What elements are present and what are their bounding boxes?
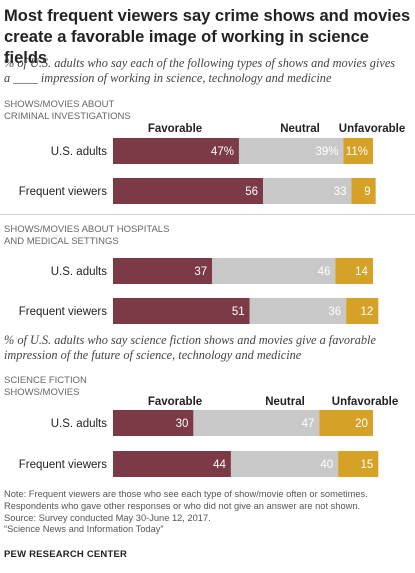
data-label-unfavorable: 9: [364, 186, 370, 198]
section-label-medical: SHOWS/MOVIES ABOUT HOSPITALS AND MEDICAL…: [4, 224, 170, 247]
row-label: Frequent viewers: [19, 306, 107, 318]
section-label-scifi: SCIENCE FICTION SHOWS/MOVIES: [4, 375, 87, 398]
bar-segment-neutral: [249, 298, 347, 324]
bar-segment-favorable: [113, 298, 250, 324]
data-label-favorable: 51: [232, 306, 245, 318]
legend-label-neutral: Neutral: [280, 123, 320, 135]
legend-label-favorable: Favorable: [148, 396, 202, 408]
data-label-neutral: 33: [334, 186, 347, 198]
bar-segment-neutral: [212, 258, 336, 284]
data-label-unfavorable: 11%: [346, 146, 368, 158]
chart-subtitle-1: % of U.S. adults who say each of the fol…: [4, 56, 396, 85]
bar-segment-favorable: [113, 258, 213, 284]
legend-label-unfavorable: Unfavorable: [332, 396, 398, 408]
bar-segment-unfavorable: [338, 451, 379, 477]
bar-segment-unfavorable: [343, 138, 373, 164]
legend-label-favorable: Favorable: [148, 123, 202, 135]
bar-segment-favorable: [113, 178, 264, 204]
report-title-line: “Science News and Information Today”: [4, 524, 164, 535]
chart-notes: Note: Frequent viewers are those who see…: [4, 489, 414, 536]
section-divider: [0, 214, 415, 215]
data-label-neutral: 39%: [315, 146, 338, 158]
row-label: U.S. adults: [51, 146, 107, 158]
row-label: U.S. adults: [51, 418, 107, 430]
data-label-neutral: 40: [320, 459, 333, 471]
section-label-crime: SHOWS/MOVIES ABOUT CRIMINAL INVESTIGATIO…: [4, 99, 131, 122]
bar-segment-favorable: [113, 451, 231, 477]
bar-segment-unfavorable: [319, 410, 373, 436]
bar-segment-unfavorable: [351, 178, 376, 204]
data-label-favorable: 56: [245, 186, 258, 198]
data-label-unfavorable: 14: [355, 266, 368, 278]
data-label-neutral: 47: [302, 418, 315, 430]
data-label-favorable: 44: [213, 459, 226, 471]
bar-segment-favorable: [113, 138, 239, 164]
data-label-favorable: 47%: [211, 146, 234, 158]
note-line: Note: Frequent viewers are those who see…: [4, 489, 368, 499]
data-label-unfavorable: 20: [355, 418, 368, 430]
bar-segment-unfavorable: [346, 298, 379, 324]
data-label-unfavorable: 12: [361, 306, 374, 318]
bar-segment-neutral: [230, 451, 339, 477]
source-brand: PEW RESEARCH CENTER: [4, 549, 128, 560]
data-label-favorable: 37: [194, 266, 207, 278]
source-line: Source: Survey conducted May 30-June 12,…: [4, 512, 211, 523]
data-label-favorable: 30: [176, 418, 189, 430]
legend-label-unfavorable: Unfavorable: [339, 123, 405, 135]
bar-segment-unfavorable: [335, 258, 373, 284]
legend-label-neutral: Neutral: [265, 396, 305, 408]
data-label-neutral: 36: [328, 306, 341, 318]
row-label: U.S. adults: [51, 266, 107, 278]
note-line: Respondents who gave other responses or …: [4, 500, 361, 511]
chart-title: Most frequent viewers say crime shows an…: [4, 7, 411, 67]
bar-segment-neutral: [238, 138, 344, 164]
bar-segment-favorable: [113, 410, 194, 436]
data-label-neutral: 46: [318, 266, 331, 278]
chart-subtitle-2: % of U.S. adults who say science fiction…: [4, 333, 376, 362]
row-label: Frequent viewers: [19, 186, 107, 198]
bar-segment-neutral: [263, 178, 352, 204]
row-label: Frequent viewers: [19, 459, 107, 471]
data-label-unfavorable: 15: [361, 459, 374, 471]
bar-segment-neutral: [193, 410, 320, 436]
